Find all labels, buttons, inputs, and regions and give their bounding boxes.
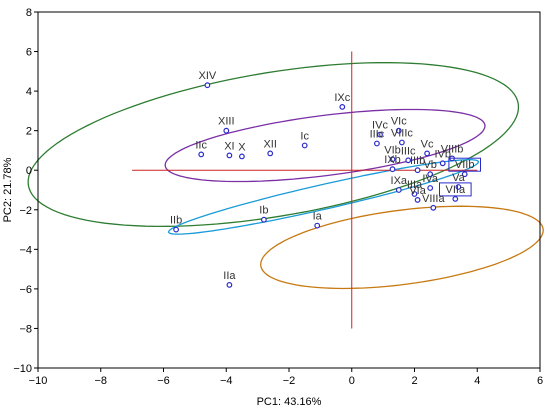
point-label: IVa bbox=[422, 173, 439, 185]
data-point bbox=[452, 195, 459, 202]
data-point bbox=[374, 140, 380, 147]
x-axis-label: PC1: 43.16% bbox=[257, 396, 322, 408]
data-point bbox=[226, 152, 233, 159]
point-label: IIIb bbox=[410, 155, 425, 167]
point-label: IVb bbox=[434, 148, 451, 160]
point-label: VIb bbox=[384, 144, 401, 156]
data-point bbox=[261, 216, 267, 223]
point-label: XI bbox=[224, 140, 234, 152]
point-label: Vb bbox=[423, 159, 436, 171]
data-point bbox=[301, 142, 308, 149]
point-label: XII bbox=[263, 138, 276, 150]
point-label: VIIIc bbox=[391, 128, 414, 140]
y-tick-label: 4 bbox=[26, 86, 32, 98]
data-point bbox=[461, 171, 468, 178]
x-tick-label: −6 bbox=[157, 375, 170, 387]
data-point bbox=[430, 204, 437, 211]
y-axis-ticks: −10 −8 −6 −4 −2 0 2 4 6 8 bbox=[13, 7, 38, 375]
data-point bbox=[267, 150, 274, 157]
data-point bbox=[238, 153, 245, 160]
point-label: VIIIa bbox=[422, 193, 446, 205]
x-tick-label: 0 bbox=[349, 375, 355, 387]
ellipse-4 bbox=[260, 205, 544, 290]
x-tick-label: −8 bbox=[94, 375, 107, 387]
data-point bbox=[424, 150, 431, 157]
data-point bbox=[389, 156, 396, 163]
x-tick-label: −2 bbox=[283, 375, 296, 387]
y-tick-label: 0 bbox=[26, 165, 32, 177]
y-tick-label: −2 bbox=[19, 205, 32, 217]
x-tick-label: 4 bbox=[474, 375, 480, 387]
y-tick-label: 6 bbox=[26, 47, 32, 59]
point-label: IIIc bbox=[401, 145, 416, 157]
point-label: VIIIb bbox=[441, 143, 464, 155]
point-label: IXc bbox=[334, 92, 350, 104]
label-box bbox=[439, 182, 472, 197]
y-tick-label: −6 bbox=[19, 284, 32, 296]
label-box bbox=[448, 157, 481, 172]
ellipse-2 bbox=[164, 108, 486, 183]
x-tick-label: −4 bbox=[220, 375, 233, 387]
point-label: VIa bbox=[409, 185, 426, 197]
y-tick-label: 8 bbox=[26, 7, 32, 19]
data-point bbox=[226, 282, 233, 288]
point-label: IIb bbox=[170, 215, 182, 227]
data-point bbox=[314, 222, 321, 229]
data-point bbox=[173, 226, 180, 233]
point-label: Vc bbox=[421, 138, 434, 150]
point-label: VIIb bbox=[455, 159, 475, 171]
point-label: VIc bbox=[391, 116, 407, 128]
y-tick-label: −4 bbox=[19, 244, 32, 256]
point-label: IXa bbox=[391, 175, 408, 187]
point-label: IXb bbox=[384, 154, 401, 166]
point-label: VIIa bbox=[446, 184, 466, 196]
point-label: XIV bbox=[199, 70, 217, 82]
data-point bbox=[395, 127, 402, 134]
point-label: XIII bbox=[218, 116, 235, 128]
data-point bbox=[427, 171, 434, 178]
point-label: Ib bbox=[259, 205, 268, 217]
data-point bbox=[455, 184, 462, 190]
data-point bbox=[414, 196, 421, 203]
x-tick-label: 2 bbox=[411, 375, 417, 387]
ellipse-1 bbox=[27, 62, 520, 228]
data-point bbox=[339, 103, 346, 110]
point-label: Va bbox=[452, 172, 466, 184]
x-tick-label: −10 bbox=[29, 375, 48, 387]
data-point bbox=[439, 160, 446, 167]
data-point bbox=[395, 187, 402, 193]
point-label: X bbox=[238, 141, 246, 153]
data-point bbox=[198, 151, 205, 158]
x-axis-ticks: −10 −8 −6 −4 −2 0 2 4 6 bbox=[29, 368, 543, 387]
data-point bbox=[411, 191, 418, 197]
data-points bbox=[173, 82, 468, 288]
data-point bbox=[377, 131, 383, 138]
point-label: Ia bbox=[313, 211, 323, 223]
point-label: IIIa bbox=[407, 179, 423, 191]
point-label: IIIc bbox=[370, 129, 385, 141]
y-tick-label: −10 bbox=[13, 363, 32, 375]
point-label: IVc bbox=[372, 120, 388, 132]
data-point bbox=[399, 139, 405, 146]
data-point bbox=[389, 166, 396, 173]
data-point bbox=[223, 127, 230, 134]
y-tick-label: 2 bbox=[26, 126, 32, 138]
data-point bbox=[405, 157, 412, 164]
data-point bbox=[427, 185, 434, 191]
y-tick-label: −8 bbox=[19, 323, 32, 335]
y-axis-label: PC2: 21.78% bbox=[2, 157, 14, 222]
data-point bbox=[204, 82, 211, 89]
x-tick-label: 6 bbox=[537, 375, 543, 387]
point-label: Ic bbox=[300, 131, 309, 143]
point-label: IIa bbox=[223, 270, 236, 282]
point-label: IIc bbox=[195, 139, 207, 151]
data-point bbox=[414, 167, 421, 174]
